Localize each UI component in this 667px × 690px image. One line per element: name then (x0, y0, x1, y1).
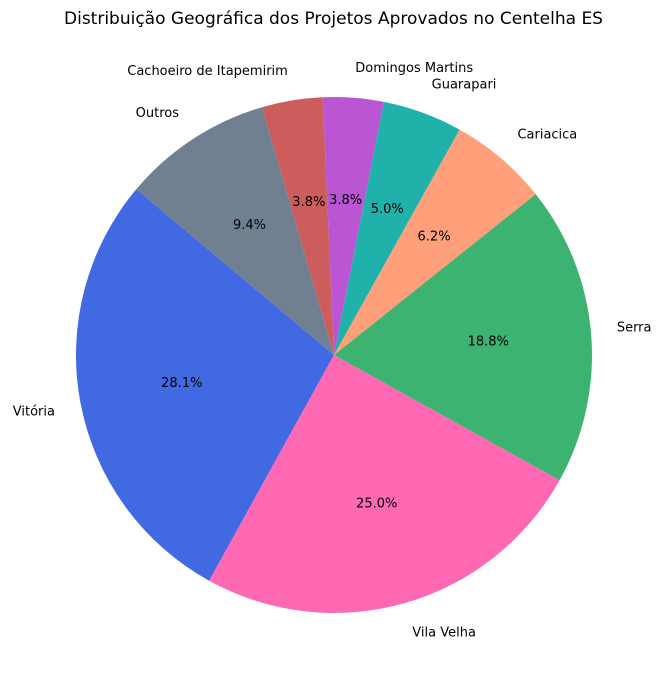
pie-slice-guarapari (334, 101, 460, 356)
pie-slice-outros (136, 107, 334, 355)
pct-label-vitoria: 28.1% (161, 376, 202, 391)
pct-label-cachoeiro-de-itapemirim: 3.8% (292, 195, 325, 210)
pct-label-cariacica: 6.2% (418, 229, 451, 244)
slice-label-serra: Serra (617, 320, 652, 335)
pie-slice-serra (334, 194, 592, 481)
slice-labels: Vitória Vila Velha Serra Cariacica Guarapari… (13, 61, 652, 641)
slice-label-cachoeiro-de-itapemirim: Cachoeiro de Itapemirim (127, 64, 288, 79)
pct-label-serra: 18.8% (468, 335, 509, 350)
pie-slice-cariacica (334, 129, 536, 355)
pie-slice-vitoria (75, 189, 334, 581)
pct-label-guarapari: 5.0% (371, 202, 404, 217)
pie-slice-vila-velha (209, 355, 560, 613)
pie-slice-domingos-martins (322, 97, 384, 355)
percentage-labels: 28.1% 25.0% 18.8% 6.2% 5.0% 3.8% 3.8% 9.4% (161, 193, 509, 511)
pct-label-outros: 9.4% (233, 218, 266, 233)
pie-slices (75, 97, 592, 613)
pct-label-vila-velha: 25.0% (356, 496, 397, 511)
slice-label-guarapari: Guarapari (432, 78, 497, 93)
slice-label-domingos-martins: Domingos Martins (355, 61, 473, 76)
slice-label-cariacica: Cariacica (517, 127, 577, 142)
pie-slice-cachoeiro-de-itapemirim (262, 97, 334, 356)
slice-label-outros: Outros (136, 106, 180, 121)
chart-title: Distribuição Geográfica dos Projetos Apr… (64, 9, 603, 29)
slice-label-vila-velha: Vila Velha (412, 626, 476, 641)
slice-label-vitoria: Vitória (13, 405, 55, 420)
pct-label-domingos-martins: 3.8% (329, 193, 362, 208)
